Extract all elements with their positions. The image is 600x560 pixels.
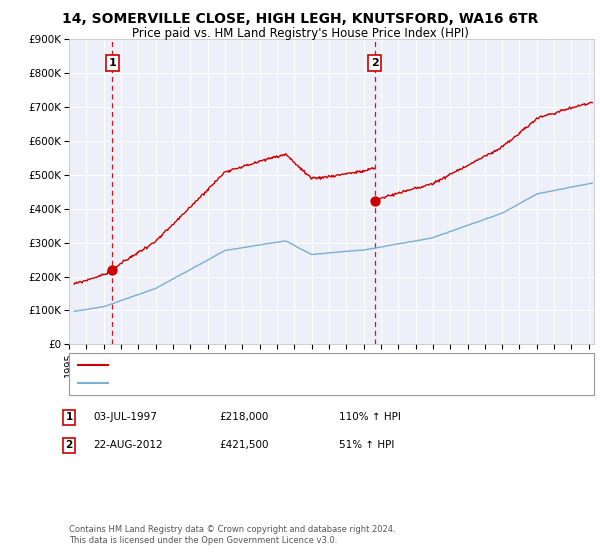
Text: Contains HM Land Registry data © Crown copyright and database right 2024.
This d: Contains HM Land Registry data © Crown c… <box>69 525 395 545</box>
Text: 1: 1 <box>109 58 116 68</box>
Text: Price paid vs. HM Land Registry's House Price Index (HPI): Price paid vs. HM Land Registry's House … <box>131 27 469 40</box>
Text: 22-AUG-2012: 22-AUG-2012 <box>93 440 163 450</box>
Text: £218,000: £218,000 <box>219 412 268 422</box>
Text: 2: 2 <box>65 440 73 450</box>
Point <box>370 197 379 206</box>
Text: 03-JUL-1997: 03-JUL-1997 <box>93 412 157 422</box>
Text: 14, SOMERVILLE CLOSE, HIGH LEGH, KNUTSFORD, WA16 6TR: 14, SOMERVILLE CLOSE, HIGH LEGH, KNUTSFO… <box>62 12 538 26</box>
Text: 14, SOMERVILLE CLOSE, HIGH LEGH, KNUTSFORD, WA16 6TR (detached house): 14, SOMERVILLE CLOSE, HIGH LEGH, KNUTSFO… <box>112 361 508 370</box>
Text: £421,500: £421,500 <box>219 440 269 450</box>
Text: 51% ↑ HPI: 51% ↑ HPI <box>339 440 394 450</box>
Text: 110% ↑ HPI: 110% ↑ HPI <box>339 412 401 422</box>
Point <box>107 266 117 275</box>
Text: HPI: Average price, detached house, Cheshire East: HPI: Average price, detached house, Ches… <box>112 378 365 388</box>
Text: 2: 2 <box>371 58 379 68</box>
Text: 1: 1 <box>65 412 73 422</box>
